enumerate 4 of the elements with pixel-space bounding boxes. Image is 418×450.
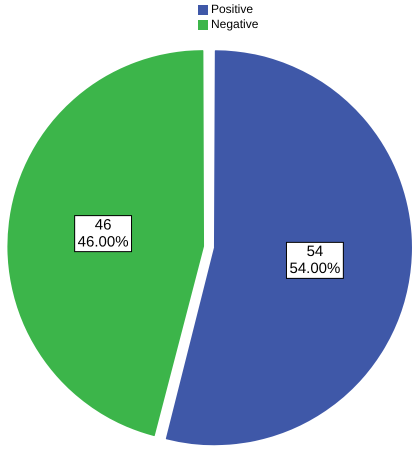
legend-label: Positive xyxy=(211,2,254,17)
data-label: 46 46.00% xyxy=(78,216,129,250)
legend-label: Negative xyxy=(211,17,258,32)
data-label: 54 54.00% xyxy=(289,243,340,278)
